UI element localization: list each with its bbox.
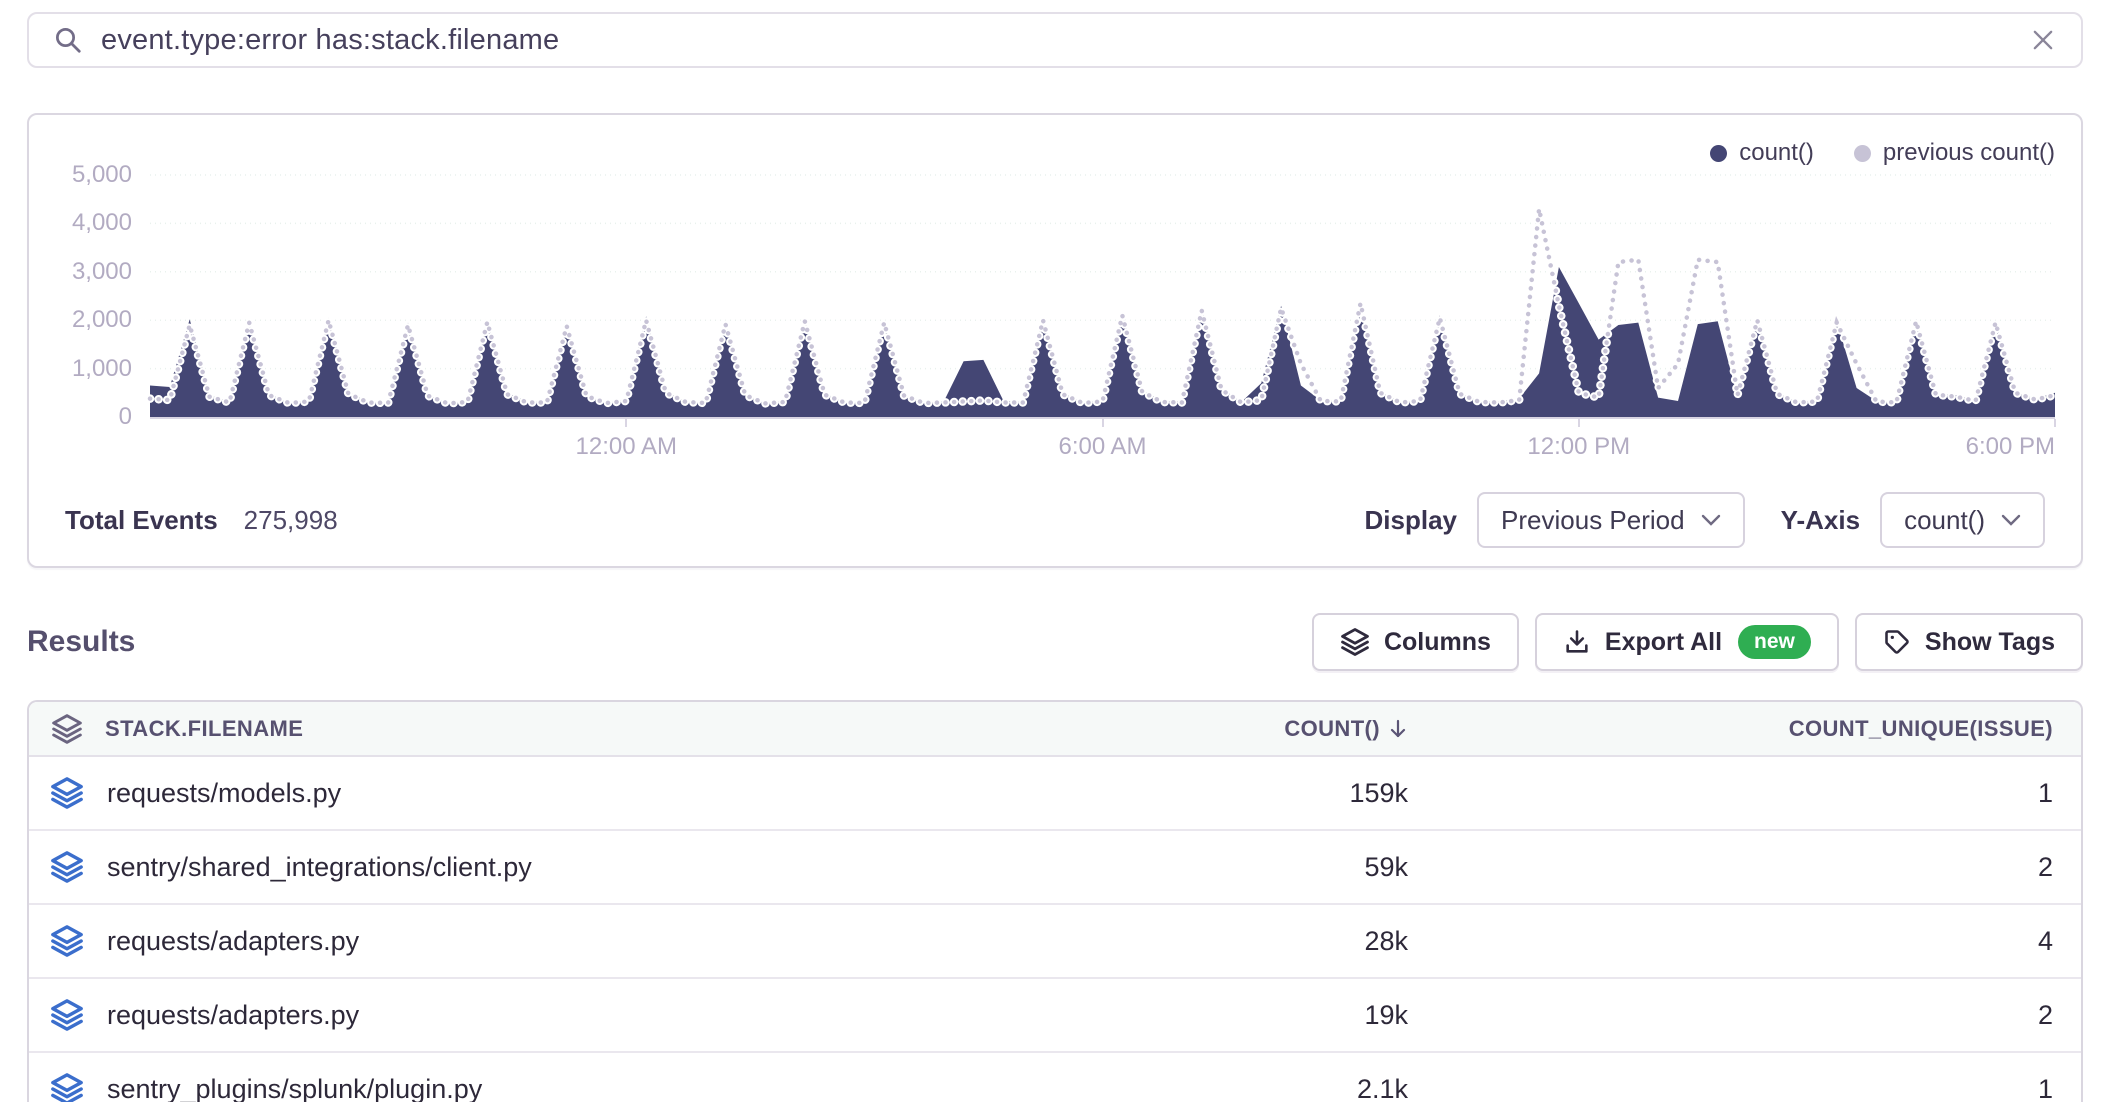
search-query-text: event.type:error has:stack.filename <box>101 23 560 56</box>
cell-count[interactable]: 19k <box>1364 999 1408 1030</box>
chevron-down-icon <box>1701 514 1721 526</box>
header-count-unique-issue[interactable]: COUNT_UNIQUE(ISSUE) <box>1788 715 2053 741</box>
chart-legend: count() previous count() <box>1710 139 2055 167</box>
cell-count[interactable]: 159k <box>1349 777 1408 808</box>
cell-stack-filename[interactable]: requests/adapters.py <box>107 925 360 956</box>
y-axis-tick-label: 0 <box>118 403 132 430</box>
show-tags-button[interactable]: Show Tags <box>1854 613 2083 671</box>
y-axis-tick-label: 3,000 <box>71 257 132 285</box>
row-layers-icon[interactable] <box>29 998 105 1032</box>
events-chart-panel: count() previous count() 0 1,000 2,000 3,00… <box>27 113 2083 568</box>
chart-footer: Total Events 275,998 Display Previous Pe… <box>29 474 2081 566</box>
export-all-button-label: Export All <box>1604 627 1723 656</box>
columns-button-label: Columns <box>1383 627 1491 656</box>
y-axis-tick-label: 1,000 <box>71 354 132 382</box>
y-axis-tick-label: 5,000 <box>71 161 132 188</box>
table-header-row: STACK.FILENAME COUNT() COUNT_UNIQUE(ISSU… <box>29 702 2081 757</box>
cell-count[interactable]: 2.1k <box>1356 1073 1408 1102</box>
x-axis-tick-label: 6:00 AM <box>1058 433 1147 460</box>
cell-stack-filename[interactable]: requests/adapters.py <box>107 999 360 1030</box>
x-axis-tick-label: 6:00 PM <box>1965 433 2055 460</box>
x-axis-line <box>150 416 2055 419</box>
cell-count-unique[interactable]: 1 <box>2037 1073 2053 1102</box>
header-count[interactable]: COUNT() <box>1136 716 1436 742</box>
x-axis-tick-label: 12:00 PM <box>1527 433 1631 460</box>
legend-label-count: count() <box>1739 139 1814 166</box>
table-body: requests/models.py 159k 1 sentry/shared_int… <box>29 757 2081 1102</box>
cell-count[interactable]: 28k <box>1364 925 1408 956</box>
cell-count-unique[interactable]: 1 <box>2037 777 2053 808</box>
chart-plot[interactable]: 0 1,000 2,000 3,000 4,000 5,000 12:00 AM 6:00 A… <box>72 161 2060 460</box>
y-axis-tick-label: 4,000 <box>71 209 132 237</box>
results-table: STACK.FILENAME COUNT() COUNT_UNIQUE(ISSU… <box>27 700 2083 1102</box>
search-icon <box>53 25 83 55</box>
row-layers-icon[interactable] <box>29 850 105 884</box>
search-input[interactable]: event.type:error has:stack.filename <box>27 12 2083 68</box>
sort-desc-arrow-icon <box>1388 718 1408 740</box>
table-row: requests/adapters.py 19k 2 <box>29 979 2081 1053</box>
stack-column-layers-icon <box>29 713 105 745</box>
legend-label-previous-count: previous count() <box>1882 139 2055 166</box>
previous-count-series-dot-icon <box>1853 144 1871 162</box>
display-dropdown[interactable]: Previous Period <box>1477 492 1745 548</box>
display-label: Display <box>1364 504 1458 535</box>
row-layers-icon[interactable] <box>29 776 105 810</box>
x-axis-tick <box>1577 419 1580 427</box>
yaxis-dropdown[interactable]: count() <box>1880 492 2045 548</box>
cell-stack-filename[interactable]: sentry_plugins/splunk/plugin.py <box>107 1073 483 1102</box>
layers-icon <box>1340 627 1370 657</box>
y-axis-tick-label: 2,000 <box>71 306 132 334</box>
export-all-button[interactable]: Export All new <box>1534 613 1839 671</box>
columns-button[interactable]: Columns <box>1311 613 1519 671</box>
table-row: sentry/shared_integrations/client.py 59k 2 <box>29 831 2081 905</box>
x-axis-tick <box>625 419 628 427</box>
tag-icon <box>1883 628 1911 656</box>
legend-item-previous-count[interactable]: previous count() <box>1853 139 2055 167</box>
legend-item-count[interactable]: count() <box>1710 139 1814 167</box>
row-layers-icon[interactable] <box>29 1072 105 1102</box>
yaxis-label: Y-Axis <box>1780 504 1861 535</box>
total-events-value: 275,998 <box>243 504 338 535</box>
table-row: sentry_plugins/splunk/plugin.py 2.1k 1 <box>29 1053 2081 1102</box>
x-axis-tick-label: 12:00 AM <box>575 433 677 460</box>
row-layers-icon[interactable] <box>29 924 105 958</box>
table-row: requests/adapters.py 28k 4 <box>29 905 2081 979</box>
total-events-label: Total Events <box>65 504 218 535</box>
cell-stack-filename[interactable]: sentry/shared_integrations/client.py <box>107 851 532 882</box>
new-badge: new <box>1738 625 1811 659</box>
x-axis-tick <box>2054 419 2056 427</box>
show-tags-button-label: Show Tags <box>1924 627 2055 656</box>
count-series-dot-icon <box>1710 144 1728 162</box>
clear-search-icon[interactable] <box>2029 26 2057 54</box>
cell-count-unique[interactable]: 2 <box>2037 851 2053 882</box>
header-stack-filename[interactable]: STACK.FILENAME <box>105 715 304 741</box>
chevron-down-icon <box>2001 514 2021 526</box>
x-axis-tick <box>1101 419 1104 427</box>
cell-count[interactable]: 59k <box>1364 851 1408 882</box>
results-header: Results Columns Export All new <box>27 613 2083 671</box>
table-row: requests/models.py 159k 1 <box>29 757 2081 831</box>
display-dropdown-value: Previous Period <box>1501 504 1685 535</box>
download-icon <box>1563 628 1591 656</box>
cell-count-unique[interactable]: 2 <box>2037 999 2053 1030</box>
results-title: Results <box>27 625 136 658</box>
yaxis-dropdown-value: count() <box>1904 504 1985 535</box>
cell-count-unique[interactable]: 4 <box>2037 925 2053 956</box>
cell-stack-filename[interactable]: requests/models.py <box>107 777 342 808</box>
